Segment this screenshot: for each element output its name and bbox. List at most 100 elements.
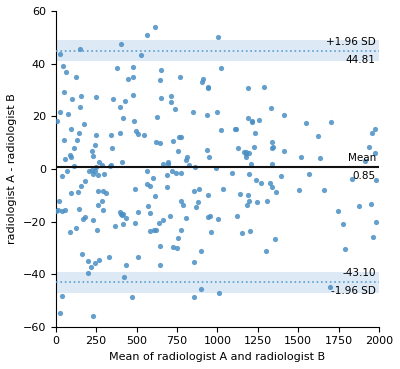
Point xyxy=(164,184,170,190)
Point xyxy=(90,313,97,319)
Point xyxy=(168,168,175,174)
Point xyxy=(178,134,184,140)
Point xyxy=(192,164,198,170)
Point xyxy=(182,215,189,221)
Point xyxy=(160,161,166,167)
Point xyxy=(76,130,82,136)
Point xyxy=(65,111,72,117)
Point xyxy=(263,248,269,254)
Point xyxy=(151,227,157,233)
Point xyxy=(191,188,197,194)
Point xyxy=(235,145,242,151)
Point xyxy=(218,65,224,70)
Point xyxy=(118,41,125,47)
Point xyxy=(342,246,348,252)
Point xyxy=(372,219,379,225)
Point xyxy=(239,230,246,236)
Point xyxy=(122,97,129,103)
Point xyxy=(261,84,268,90)
Point xyxy=(61,89,67,95)
Point xyxy=(117,130,123,136)
Point xyxy=(178,227,184,232)
Point xyxy=(268,105,274,111)
Point xyxy=(168,99,174,105)
Point xyxy=(246,171,252,177)
Point xyxy=(68,190,74,196)
Point xyxy=(147,183,153,189)
Point xyxy=(120,221,126,227)
Point xyxy=(219,186,226,192)
Point xyxy=(216,290,222,296)
Point xyxy=(61,137,67,143)
Point xyxy=(175,148,182,154)
Point xyxy=(85,270,92,276)
Point xyxy=(62,156,68,162)
Point xyxy=(57,109,64,115)
Point xyxy=(177,74,183,80)
Point xyxy=(326,284,333,290)
Point xyxy=(100,189,106,194)
Point xyxy=(190,259,197,265)
Point xyxy=(254,199,261,205)
Point xyxy=(100,207,106,213)
Text: Mean: Mean xyxy=(348,153,376,163)
Point xyxy=(68,126,74,132)
Point xyxy=(88,264,94,270)
Point xyxy=(249,119,255,125)
Point xyxy=(73,74,79,80)
Point xyxy=(178,198,184,204)
Point xyxy=(53,208,60,214)
Point xyxy=(152,139,159,145)
Point xyxy=(269,184,275,190)
Point xyxy=(64,168,70,173)
Point xyxy=(73,225,79,231)
Point xyxy=(356,203,362,208)
Text: 0.85: 0.85 xyxy=(353,170,376,180)
Point xyxy=(94,202,101,208)
Point xyxy=(168,93,175,99)
X-axis label: Mean of radiologist A and radiologist B: Mean of radiologist A and radiologist B xyxy=(109,352,326,362)
Point xyxy=(243,154,250,160)
Point xyxy=(156,77,163,83)
Point xyxy=(232,126,238,132)
Point xyxy=(156,220,163,226)
Point xyxy=(89,148,95,154)
Point xyxy=(205,192,211,198)
Point xyxy=(67,152,73,158)
Point xyxy=(251,144,257,150)
Point xyxy=(174,235,181,241)
Point xyxy=(70,145,77,151)
Point xyxy=(195,199,202,204)
Point xyxy=(110,96,116,102)
Point xyxy=(208,229,214,235)
Point xyxy=(138,52,144,58)
Point xyxy=(123,215,130,221)
Point xyxy=(134,209,141,215)
Point xyxy=(129,294,136,300)
Point xyxy=(81,121,88,127)
Point xyxy=(243,149,250,155)
Point xyxy=(116,104,123,110)
Point xyxy=(82,178,88,184)
Point xyxy=(62,207,68,213)
Point xyxy=(95,159,102,165)
Point xyxy=(190,109,196,115)
Point xyxy=(93,164,99,170)
Point xyxy=(272,236,278,242)
Point xyxy=(76,104,83,110)
Point xyxy=(165,159,172,165)
Point xyxy=(273,189,279,195)
Point xyxy=(256,117,262,123)
Point xyxy=(54,118,60,124)
Point xyxy=(73,137,80,142)
Point xyxy=(144,168,150,174)
Point xyxy=(92,260,98,266)
Point xyxy=(130,64,136,70)
Point xyxy=(258,180,264,186)
Y-axis label: radiologist A - radiologist B: radiologist A - radiologist B xyxy=(7,93,17,244)
Point xyxy=(328,119,334,125)
Point xyxy=(150,175,157,181)
Point xyxy=(320,187,327,193)
Point xyxy=(372,127,379,132)
Point xyxy=(229,170,236,176)
